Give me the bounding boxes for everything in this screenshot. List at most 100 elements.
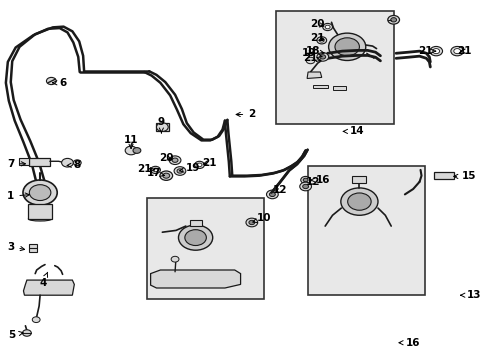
Ellipse shape <box>57 288 68 294</box>
Polygon shape <box>23 280 74 295</box>
Circle shape <box>328 33 365 60</box>
Circle shape <box>450 46 463 56</box>
Ellipse shape <box>28 195 36 199</box>
Polygon shape <box>150 270 240 288</box>
Text: 14: 14 <box>343 126 364 136</box>
Circle shape <box>184 230 206 246</box>
Circle shape <box>300 176 310 184</box>
Circle shape <box>245 218 257 227</box>
Circle shape <box>266 190 278 199</box>
Circle shape <box>197 163 202 167</box>
Text: 16: 16 <box>398 338 420 348</box>
Circle shape <box>174 167 185 175</box>
Text: 21: 21 <box>202 158 216 168</box>
Text: 21: 21 <box>137 164 154 174</box>
Text: 4: 4 <box>39 272 47 288</box>
Circle shape <box>29 185 51 201</box>
Circle shape <box>299 182 311 191</box>
Circle shape <box>150 166 160 174</box>
Bar <box>433 172 453 179</box>
Text: 20: 20 <box>310 19 325 30</box>
Text: 12: 12 <box>305 177 320 187</box>
Text: 19: 19 <box>301 48 321 58</box>
Circle shape <box>23 180 57 205</box>
Circle shape <box>325 25 329 29</box>
Ellipse shape <box>218 277 231 283</box>
Circle shape <box>334 38 359 56</box>
Text: 21: 21 <box>303 53 320 63</box>
Text: 13: 13 <box>460 290 481 300</box>
Circle shape <box>160 171 172 180</box>
Circle shape <box>319 39 324 42</box>
Circle shape <box>133 148 141 153</box>
Text: 7: 7 <box>7 159 25 169</box>
Bar <box>333 86 345 90</box>
Text: 11: 11 <box>123 135 138 148</box>
Circle shape <box>432 49 439 54</box>
Circle shape <box>302 184 308 189</box>
Circle shape <box>125 146 137 155</box>
Circle shape <box>156 123 168 131</box>
Bar <box>312 85 327 88</box>
Text: 16: 16 <box>309 175 329 185</box>
Text: 3: 3 <box>7 242 24 252</box>
Ellipse shape <box>45 195 53 199</box>
Circle shape <box>171 256 179 262</box>
Circle shape <box>269 192 275 197</box>
Circle shape <box>194 161 204 168</box>
Text: 18: 18 <box>305 46 324 56</box>
Circle shape <box>319 55 325 59</box>
Text: 2: 2 <box>236 109 255 120</box>
Circle shape <box>303 178 307 182</box>
Text: 10: 10 <box>252 213 271 223</box>
Text: 12: 12 <box>272 185 287 195</box>
Ellipse shape <box>28 217 52 221</box>
Circle shape <box>316 53 328 61</box>
Text: 8: 8 <box>67 160 81 170</box>
Text: 21: 21 <box>417 46 435 56</box>
Bar <box>19 158 29 165</box>
Circle shape <box>347 193 370 210</box>
Circle shape <box>340 188 377 215</box>
Circle shape <box>73 160 81 166</box>
Circle shape <box>178 225 212 250</box>
Circle shape <box>248 220 254 225</box>
Circle shape <box>172 158 178 162</box>
Text: 21: 21 <box>456 46 471 56</box>
Circle shape <box>46 77 56 85</box>
Circle shape <box>322 23 332 31</box>
Text: 19: 19 <box>179 163 200 174</box>
Text: 17: 17 <box>146 168 164 178</box>
Text: 1: 1 <box>7 191 29 201</box>
Text: 6: 6 <box>53 78 66 88</box>
Text: 20: 20 <box>159 153 173 163</box>
Bar <box>276 11 393 124</box>
Circle shape <box>387 15 399 24</box>
Bar <box>189 220 202 226</box>
Circle shape <box>177 169 183 173</box>
Bar <box>307 166 425 295</box>
Text: 21: 21 <box>310 33 325 43</box>
Circle shape <box>32 317 40 323</box>
Circle shape <box>153 168 158 172</box>
Circle shape <box>163 173 169 178</box>
Circle shape <box>169 156 181 165</box>
Bar <box>351 176 365 183</box>
Text: 9: 9 <box>158 117 164 133</box>
Polygon shape <box>306 72 321 78</box>
Text: 5: 5 <box>9 330 23 340</box>
Bar <box>28 204 52 219</box>
Bar <box>29 158 50 166</box>
Circle shape <box>61 158 73 167</box>
Circle shape <box>305 57 314 64</box>
Bar <box>29 244 37 252</box>
Circle shape <box>429 46 442 56</box>
Bar <box>146 198 264 299</box>
Circle shape <box>453 49 460 54</box>
Bar <box>155 123 169 131</box>
Circle shape <box>390 18 396 22</box>
Ellipse shape <box>159 277 173 283</box>
Circle shape <box>316 37 326 44</box>
Text: 15: 15 <box>453 171 476 181</box>
Ellipse shape <box>31 288 42 294</box>
